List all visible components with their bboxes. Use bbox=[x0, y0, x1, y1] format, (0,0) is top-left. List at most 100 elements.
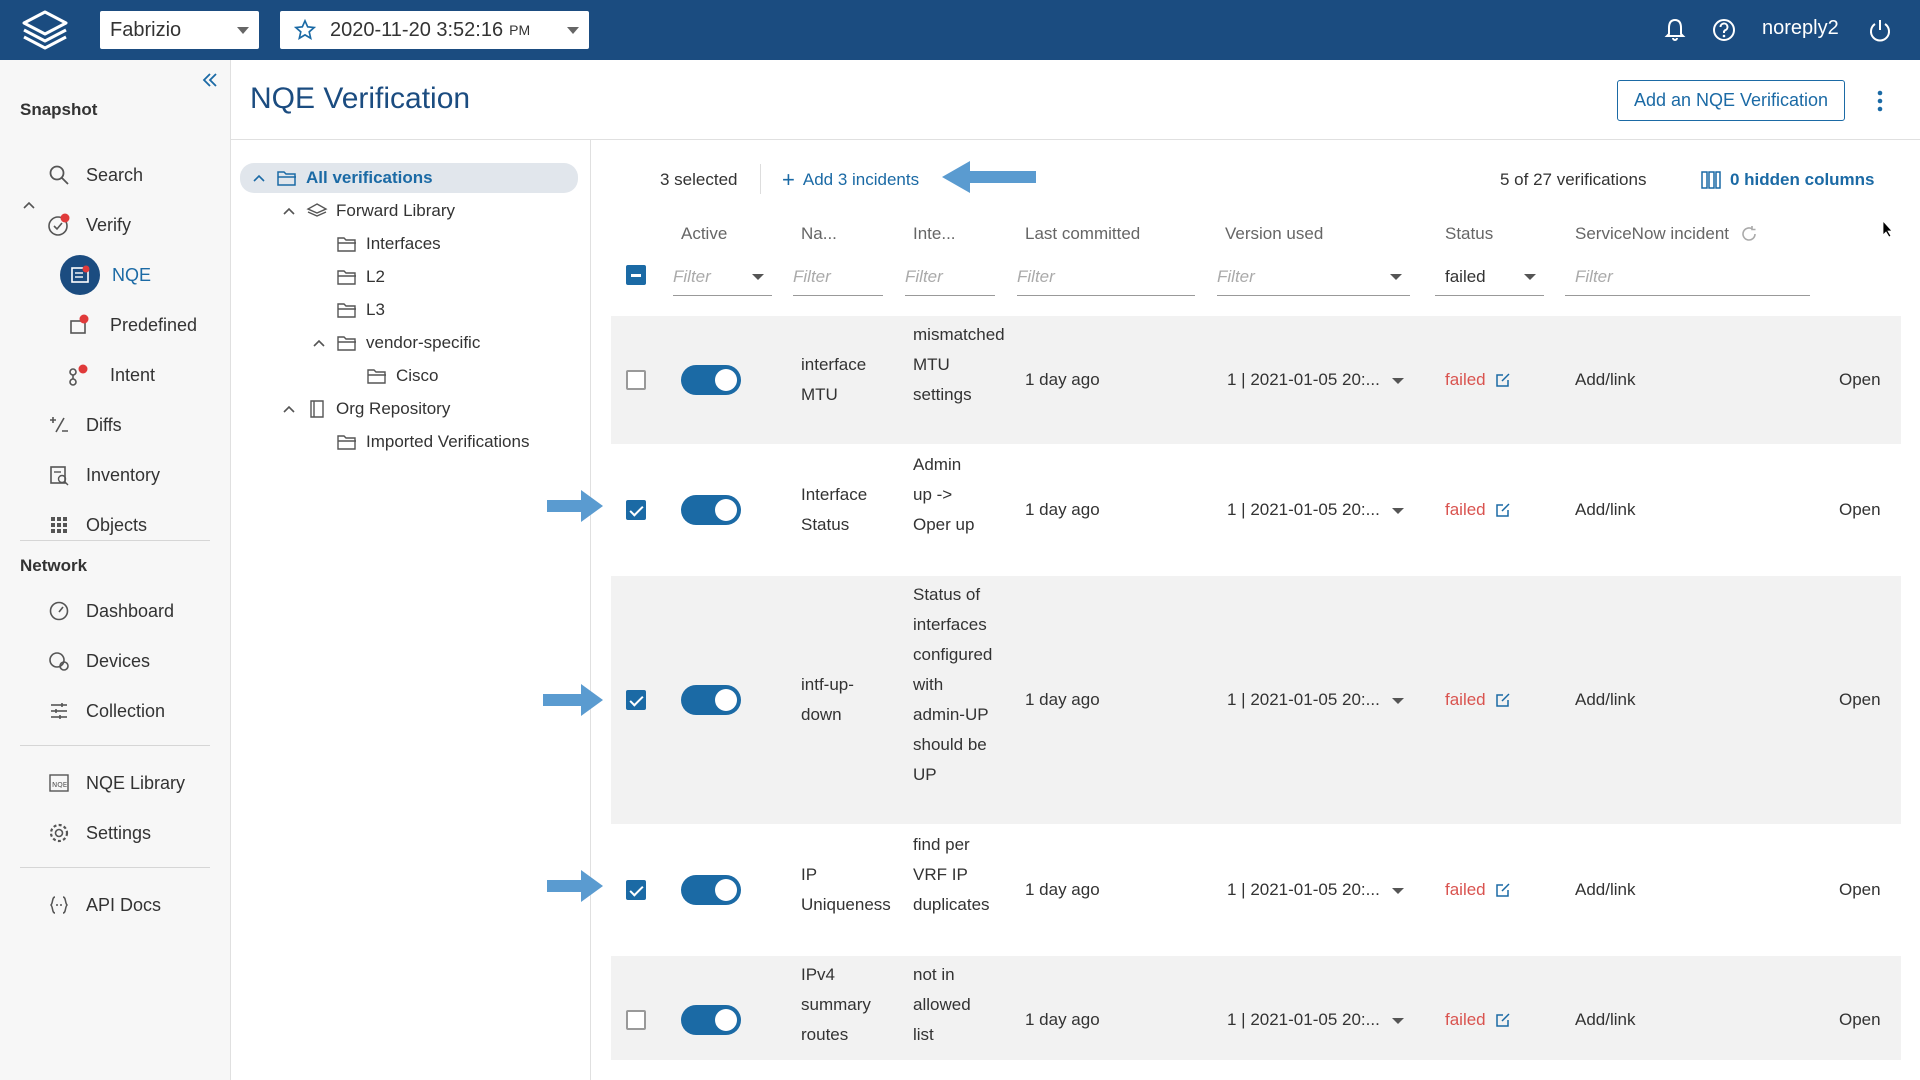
row-incident-link[interactable]: Add/link bbox=[1575, 880, 1636, 899]
tree-item-cisco[interactable]: Cisco bbox=[366, 361, 439, 391]
name-line: MTU bbox=[801, 385, 838, 404]
forward-logo-icon[interactable] bbox=[18, 8, 72, 52]
collapse-sidebar-icon[interactable] bbox=[200, 70, 220, 90]
tree-item-forward-library[interactable]: Forward Library bbox=[282, 196, 455, 226]
active-toggle[interactable] bbox=[681, 495, 741, 525]
row-version[interactable]: 1 | 2021-01-05 20:... bbox=[1227, 880, 1380, 899]
column-header-last-committed[interactable]: Last committed bbox=[1025, 224, 1141, 243]
row-checkbox[interactable] bbox=[626, 690, 646, 710]
row-version[interactable]: 1 | 2021-01-05 20:... bbox=[1227, 370, 1380, 389]
tree-item-all-verifications[interactable]: All verifications bbox=[240, 163, 578, 193]
row-checkbox[interactable] bbox=[626, 880, 646, 900]
row-open-link[interactable]: Open bbox=[1839, 690, 1881, 709]
network-select[interactable]: Fabrizio bbox=[100, 11, 259, 49]
row-open-link[interactable]: Open bbox=[1839, 370, 1881, 389]
edit-status-icon[interactable] bbox=[1494, 501, 1512, 519]
tree-item-imported-verifications[interactable]: Imported Verifications bbox=[336, 427, 529, 457]
row-incident-link[interactable]: Add/link bbox=[1575, 370, 1636, 389]
row-incident-link[interactable]: Add/link bbox=[1575, 500, 1636, 519]
bell-icon[interactable] bbox=[1659, 14, 1691, 46]
row-checkbox[interactable] bbox=[626, 370, 646, 390]
tree-item-org-repository[interactable]: Org Repository bbox=[282, 394, 450, 424]
table-row[interactable]: IPv4 summary routes not in allowed list … bbox=[611, 956, 1901, 1060]
edit-status-icon[interactable] bbox=[1494, 691, 1512, 709]
sidebar-item-settings[interactable]: Settings bbox=[46, 812, 151, 854]
row-last-committed: 1 day ago bbox=[1025, 880, 1100, 899]
table-row[interactable]: IP Uniqueness find per VRF IP duplicates… bbox=[547, 826, 1901, 954]
status-filter[interactable]: failed bbox=[1435, 258, 1544, 296]
servicenow-filter[interactable]: Filter bbox=[1565, 258, 1810, 296]
power-icon[interactable] bbox=[1864, 14, 1896, 46]
tree-item-l3[interactable]: L3 bbox=[336, 295, 385, 325]
table-row[interactable]: Interface Status Admin up -> Oper up 1 d… bbox=[547, 446, 1901, 574]
last-committed-filter[interactable]: Filter bbox=[1017, 258, 1195, 296]
column-header-name[interactable]: Na... bbox=[801, 224, 837, 243]
sidebar-item-predefined[interactable]: Predefined bbox=[66, 304, 197, 346]
chevron-down-icon[interactable] bbox=[1392, 1018, 1404, 1024]
sidebar-item-search[interactable]: Search bbox=[46, 154, 143, 196]
tree-item-vendor-specific[interactable]: vendor-specific bbox=[312, 328, 480, 358]
edit-status-icon[interactable] bbox=[1494, 371, 1512, 389]
intent-line: not in bbox=[913, 965, 955, 984]
sidebar-item-objects[interactable]: Objects bbox=[46, 504, 147, 546]
edit-status-icon[interactable] bbox=[1494, 1011, 1512, 1029]
row-open-link[interactable]: Open bbox=[1839, 880, 1881, 899]
help-icon[interactable] bbox=[1708, 14, 1740, 46]
name-filter[interactable]: Filter bbox=[793, 258, 883, 296]
active-toggle[interactable] bbox=[681, 875, 741, 905]
active-filter[interactable]: Filter bbox=[673, 258, 772, 296]
version-used-filter[interactable]: Filter bbox=[1217, 258, 1410, 296]
column-header-version-used[interactable]: Version used bbox=[1225, 224, 1324, 243]
row-version[interactable]: 1 | 2021-01-05 20:... bbox=[1227, 1010, 1380, 1029]
chevron-down-icon[interactable] bbox=[1392, 508, 1404, 514]
active-toggle[interactable] bbox=[681, 1005, 741, 1035]
chevron-up-icon[interactable] bbox=[22, 198, 36, 212]
select-all-checkbox[interactable] bbox=[626, 265, 646, 285]
row-version[interactable]: 1 | 2021-01-05 20:... bbox=[1227, 690, 1380, 709]
chevron-down-icon[interactable] bbox=[1392, 698, 1404, 704]
column-header-servicenow[interactable]: ServiceNow incident bbox=[1575, 224, 1759, 244]
add-nqe-verification-button[interactable]: Add an NQE Verification bbox=[1617, 80, 1845, 121]
search-icon bbox=[46, 162, 72, 188]
column-header-intent[interactable]: Inte... bbox=[913, 224, 956, 243]
add-incidents-button[interactable]: + Add 3 incidents bbox=[782, 169, 919, 191]
row-checkbox[interactable] bbox=[626, 500, 646, 520]
sidebar-item-nqe-library[interactable]: NQE NQE Library bbox=[46, 762, 185, 804]
active-toggle[interactable] bbox=[681, 685, 741, 715]
sidebar-item-intent[interactable]: Intent bbox=[66, 354, 155, 396]
refresh-icon[interactable] bbox=[1739, 224, 1759, 244]
row-incident-link[interactable]: Add/link bbox=[1575, 1010, 1636, 1029]
folder-icon bbox=[367, 369, 386, 384]
sidebar-item-api-docs[interactable]: API Docs bbox=[46, 884, 161, 926]
tree-item-interfaces[interactable]: Interfaces bbox=[336, 229, 441, 259]
star-icon[interactable] bbox=[294, 19, 316, 41]
column-header-status[interactable]: Status bbox=[1445, 224, 1494, 243]
row-open-link[interactable]: Open bbox=[1839, 1010, 1881, 1029]
more-options-icon[interactable] bbox=[1872, 88, 1888, 114]
row-incident-link[interactable]: Add/link bbox=[1575, 690, 1636, 709]
sidebar-item-inventory[interactable]: Inventory bbox=[46, 454, 160, 496]
chevron-down-icon[interactable] bbox=[1392, 378, 1404, 384]
table-row[interactable]: interface MTU mismatched MTU settings 1 … bbox=[611, 316, 1901, 444]
sidebar-item-collection[interactable]: Collection bbox=[46, 690, 165, 732]
sidebar-item-devices[interactable]: Devices bbox=[46, 640, 150, 682]
column-header-active[interactable]: Active bbox=[681, 224, 728, 243]
sidebar-item-nqe[interactable]: NQE bbox=[60, 254, 151, 296]
sidebar-item-verify[interactable]: Verify bbox=[46, 204, 131, 246]
hidden-columns-button[interactable]: 0 hidden columns bbox=[1700, 170, 1875, 190]
row-open-link[interactable]: Open bbox=[1839, 500, 1881, 519]
snapshot-select[interactable]: 2020-11-20 3:52:16 PM bbox=[280, 11, 589, 49]
tree-item-l2[interactable]: L2 bbox=[336, 262, 385, 292]
table-row[interactable]: intf-up- down Status of interfaces confi… bbox=[543, 576, 1901, 824]
row-checkbox[interactable] bbox=[626, 1010, 646, 1030]
sidebar-item-label: NQE bbox=[112, 264, 152, 285]
edit-status-icon[interactable] bbox=[1494, 881, 1512, 899]
folder-icon bbox=[337, 270, 356, 285]
row-version[interactable]: 1 | 2021-01-05 20:... bbox=[1227, 500, 1380, 519]
active-toggle[interactable] bbox=[681, 365, 741, 395]
sidebar-item-diffs[interactable]: Diffs bbox=[46, 404, 122, 446]
intent-filter[interactable]: Filter bbox=[905, 258, 995, 296]
user-name[interactable]: noreply2 bbox=[1762, 17, 1839, 39]
sidebar-item-dashboard[interactable]: Dashboard bbox=[46, 590, 174, 632]
chevron-down-icon[interactable] bbox=[1392, 888, 1404, 894]
